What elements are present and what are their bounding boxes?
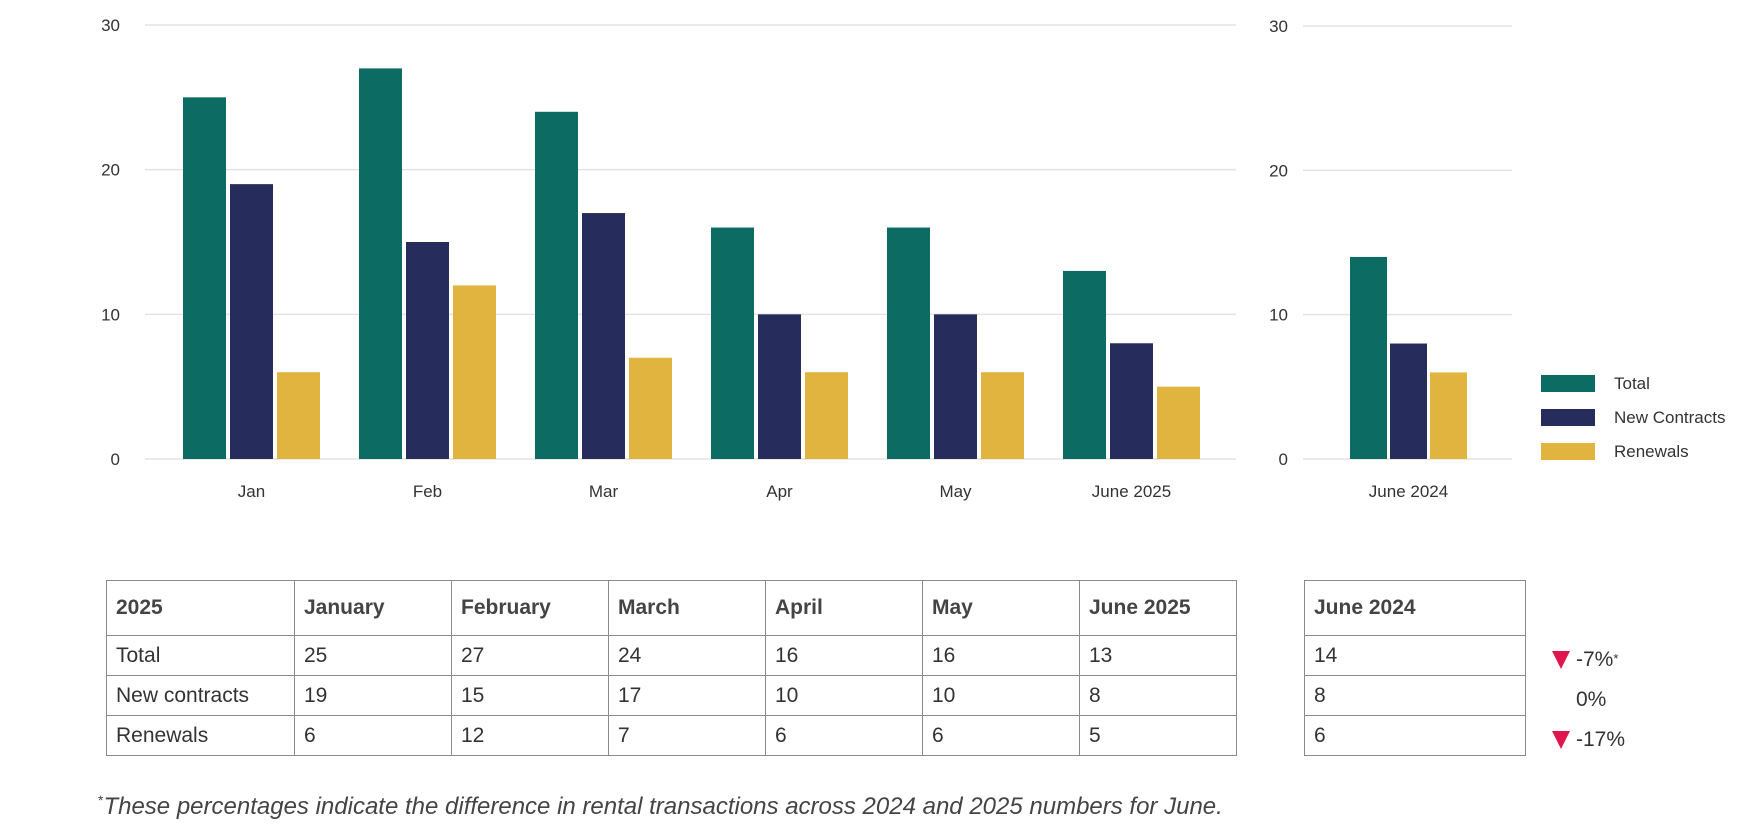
bar-total: [1063, 270, 1106, 459]
table-row-total: Total 25 27 24 16 16 13: [106, 635, 1237, 676]
bar-total: [359, 68, 402, 460]
y-tick-label: 0: [111, 450, 120, 469]
bar-renewals: [1430, 372, 1467, 459]
table-cell: 6: [922, 715, 1080, 756]
table-row: 14: [1304, 635, 1526, 676]
table-cell: 6: [1304, 715, 1526, 756]
table-header-cell: May: [922, 580, 1080, 636]
table-header-row: June 2024: [1304, 580, 1526, 636]
bar-new-contracts: [758, 314, 801, 459]
x-category-label: June 2025: [1092, 482, 1171, 501]
change-value: -7%: [1576, 648, 1614, 671]
y-tick-label: 0: [1279, 450, 1288, 469]
table-cell: 8: [1304, 675, 1526, 716]
table-header-year: 2025: [106, 580, 295, 636]
table-row-new-contracts: New contracts 19 15 17 10 10 8: [106, 675, 1237, 716]
change-value: -17%: [1576, 728, 1626, 751]
footnote-text: These percentages indicate the differenc…: [103, 793, 1223, 820]
table-cell: 14: [1304, 635, 1526, 676]
table-cell: 17: [608, 675, 766, 716]
table-row: 8: [1304, 675, 1526, 716]
y-tick-label: 10: [1269, 306, 1288, 325]
table-cell: 13: [1079, 635, 1237, 676]
legend-swatch-total: [1541, 375, 1595, 392]
x-category-label: Jan: [238, 482, 265, 501]
table-cell: 6: [294, 715, 452, 756]
bar-new-contracts: [1390, 343, 1427, 459]
footnote-marker: *: [98, 792, 104, 808]
table-header-cell: February: [451, 580, 609, 636]
table-cell: 19: [294, 675, 452, 716]
change-renewals: -17%: [1552, 720, 1672, 760]
table-cell: 27: [451, 635, 609, 676]
footnote-marker: *: [1613, 650, 1619, 666]
decrease-triangle-icon: [1552, 651, 1570, 669]
table-cell: 5: [1079, 715, 1237, 756]
bar-new-contracts: [582, 213, 625, 459]
bar-renewals: [805, 372, 848, 459]
change-column: -7% * 0% -17%: [1552, 640, 1672, 760]
bar-total: [535, 111, 578, 460]
row-label: Total: [106, 635, 295, 676]
monthly-table-2025: 2025 January February March April May Ju…: [106, 580, 1237, 756]
y-tick-label: 20: [1269, 161, 1288, 180]
legend-label-new-contracts: New Contracts: [1614, 408, 1725, 427]
table-cell: 16: [765, 635, 923, 676]
table-header-cell: March: [608, 580, 766, 636]
y-tick-label: 20: [101, 161, 120, 180]
change-value: 0%: [1576, 688, 1607, 711]
table-cell: 8: [1079, 675, 1237, 716]
table-cell: 15: [451, 675, 609, 716]
bar-renewals: [629, 357, 672, 459]
change-new-contracts: 0%: [1552, 680, 1672, 720]
y-tick-label: 30: [101, 16, 120, 35]
row-label: New contracts: [106, 675, 295, 716]
table-cell: 12: [451, 715, 609, 756]
x-category-label: Feb: [413, 482, 442, 501]
table-row-renewals: Renewals 6 12 7 6 6 5: [106, 715, 1237, 756]
x-category-label: June 2024: [1369, 482, 1448, 501]
bar-new-contracts: [934, 314, 977, 459]
footnote: *These percentages indicate the differen…: [98, 792, 1223, 821]
change-total: -7% *: [1552, 640, 1672, 680]
table-header-cell: January: [294, 580, 452, 636]
bar-total: [1350, 256, 1387, 459]
bar-renewals: [1157, 386, 1200, 459]
legend-swatch-renewals: [1541, 443, 1595, 460]
legend-label-renewals: Renewals: [1614, 442, 1689, 461]
chart-area: 0 10 20 30 Jan Feb Mar Apr May June 2025 0 10 20 30 Ju…: [101, 16, 1725, 501]
table-header-cell: June 2024: [1304, 580, 1526, 636]
x-category-label: Mar: [589, 482, 619, 501]
table-cell: 25: [294, 635, 452, 676]
bar-renewals: [277, 372, 320, 459]
bar-new-contracts: [1110, 343, 1153, 459]
decrease-triangle-icon: [1552, 731, 1570, 749]
table-cell: 10: [765, 675, 923, 716]
row-label: Renewals: [106, 715, 295, 756]
bar-renewals: [981, 372, 1024, 459]
table-cell: 24: [608, 635, 766, 676]
bar-new-contracts: [406, 242, 449, 459]
y-tick-label: 10: [101, 305, 120, 324]
bar-new-contracts: [230, 184, 273, 459]
table-cell: 7: [608, 715, 766, 756]
y-tick-label: 30: [1269, 17, 1288, 36]
bar-total: [887, 227, 930, 459]
x-category-label: May: [939, 482, 972, 501]
table-cell: 6: [765, 715, 923, 756]
table-cell: 10: [922, 675, 1080, 716]
x-category-label: Apr: [766, 482, 793, 501]
bar-renewals: [453, 285, 496, 459]
legend-label-total: Total: [1614, 374, 1650, 393]
legend-swatch-new-contracts: [1541, 409, 1595, 426]
bar-total: [183, 97, 226, 459]
table-row: 6: [1304, 715, 1526, 756]
table-cell: 16: [922, 635, 1080, 676]
bar-total: [711, 227, 754, 459]
table-header-cell: June 2025: [1079, 580, 1237, 636]
table-header-cell: April: [765, 580, 923, 636]
june-2024-table: June 2024 14 8 6: [1304, 580, 1526, 756]
table-header-row: 2025 January February March April May Ju…: [106, 580, 1237, 636]
